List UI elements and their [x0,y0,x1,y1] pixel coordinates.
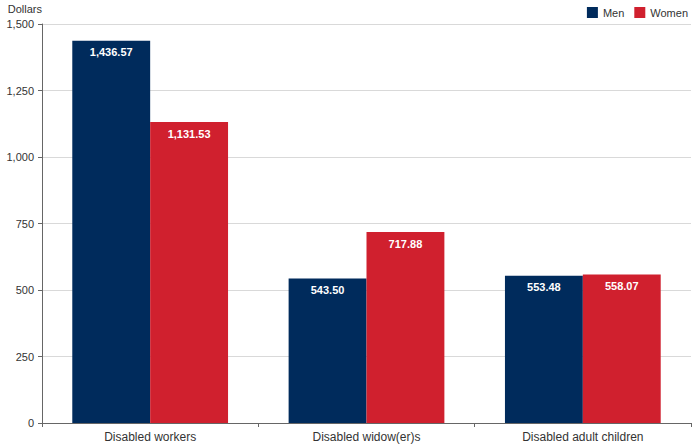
svg-text:750: 750 [16,218,34,230]
svg-text:Disabled adult children: Disabled adult children [522,430,643,444]
svg-text:1,000: 1,000 [6,151,34,163]
svg-text:558.07: 558.07 [605,280,639,292]
svg-text:1,131.53: 1,131.53 [168,128,211,140]
svg-text:543.50: 543.50 [311,284,345,296]
svg-text:553.48: 553.48 [527,281,561,293]
svg-text:717.88: 717.88 [389,238,423,250]
svg-text:Men: Men [603,7,624,19]
svg-text:Disabled workers: Disabled workers [104,430,196,444]
svg-text:0: 0 [28,417,34,429]
svg-text:250: 250 [16,351,34,363]
svg-text:1,500: 1,500 [6,18,34,30]
svg-text:Women: Women [650,7,688,19]
svg-text:Dollars: Dollars [8,3,43,15]
svg-text:1,250: 1,250 [6,85,34,97]
svg-text:500: 500 [16,284,34,296]
svg-text:Disabled widow(er)s: Disabled widow(er)s [312,430,420,444]
svg-text:1,436.57: 1,436.57 [90,46,133,58]
